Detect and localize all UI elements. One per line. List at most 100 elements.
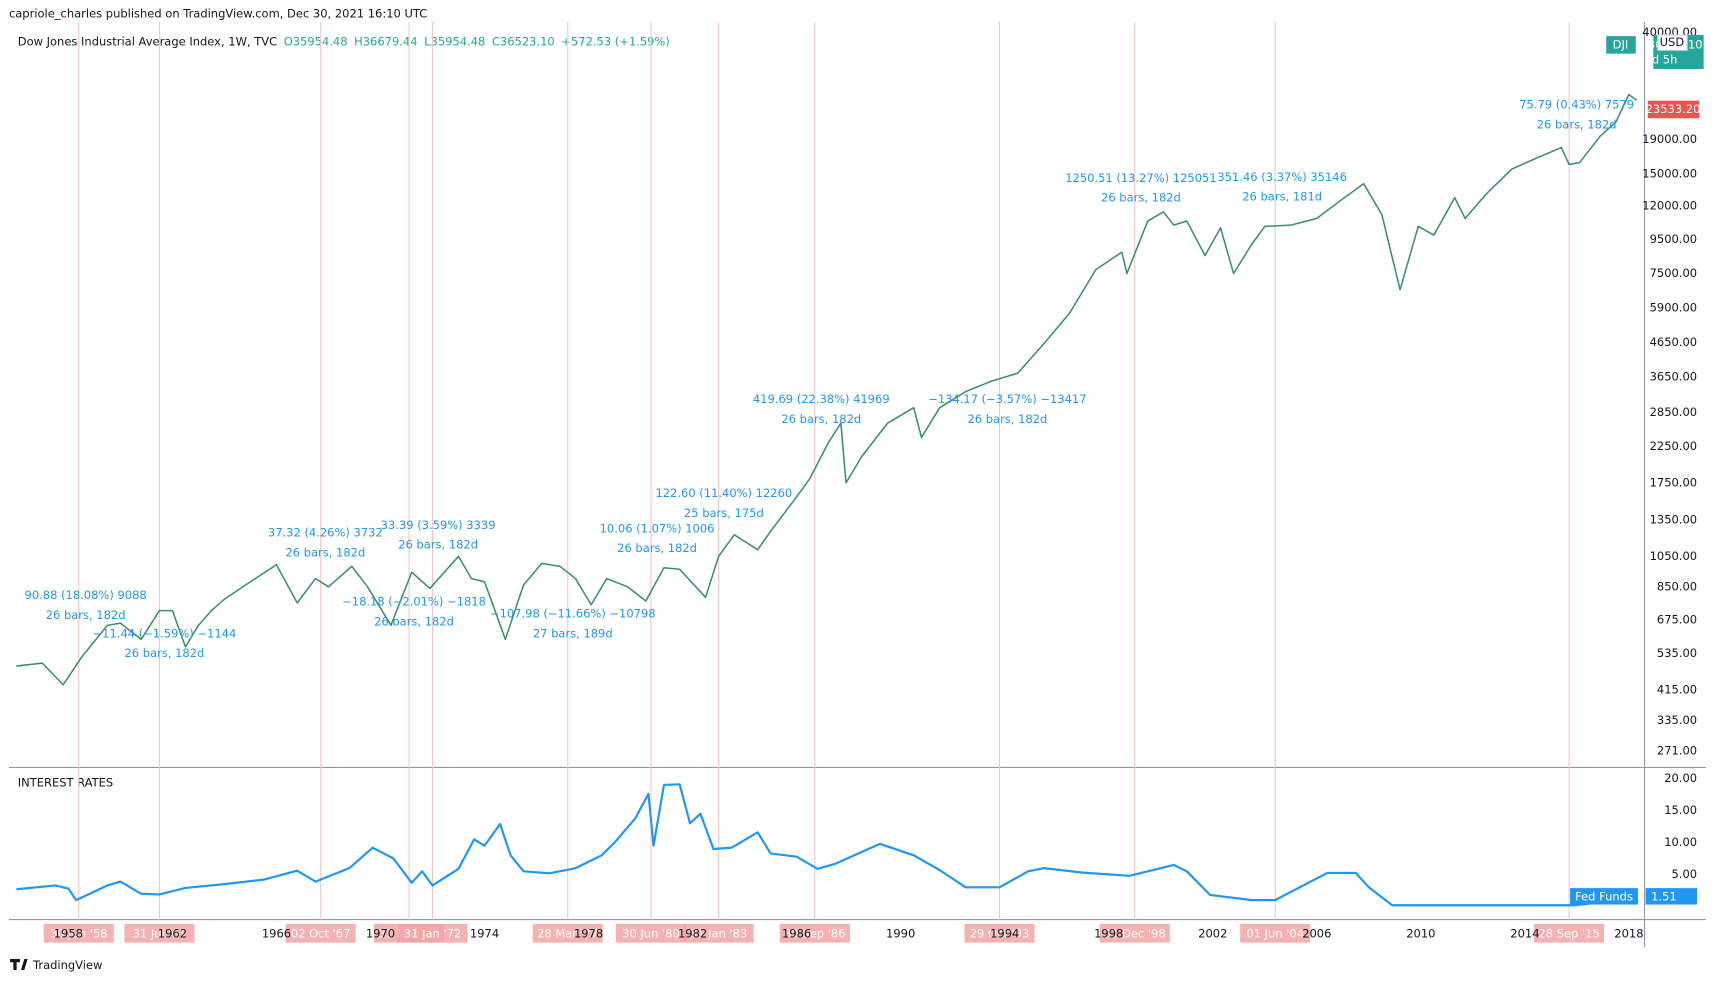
annotation-text: 122.60 (11.40%) 12260 (655, 486, 792, 500)
annotation-detail: 26 bars, 182d (1537, 117, 1617, 131)
y-tick-label: 15.00 (1664, 803, 1697, 817)
x-tick-label: 2018 (1614, 926, 1643, 940)
countdown: 1d 5h (1645, 53, 1678, 67)
annotation-text: 90.88 (18.08%) 9088 (25, 588, 147, 602)
legend-open: O35954.48 (284, 34, 348, 48)
y-tick-label: 10.00 (1664, 835, 1697, 849)
y-tick-label: 1050.00 (1650, 549, 1698, 563)
x-tick-label: 1978 (574, 926, 603, 940)
marker-label: 31 Jan '72 (404, 926, 461, 940)
x-tick-label: 1962 (158, 926, 187, 940)
annotation-detail: 25 bars, 175d (684, 506, 764, 520)
marker-label: 31 Dec '98 (1104, 926, 1166, 940)
marker-label: 30 Jun '58 (50, 926, 108, 940)
y-tick-label: 415.00 (1657, 682, 1697, 696)
series-name-bg (1570, 888, 1638, 905)
x-tick-label: 1986 (782, 926, 811, 940)
x-tick-label: 1998 (1094, 926, 1123, 940)
annotation-text: 10.06 (1.07%) 1006 (600, 521, 715, 535)
y-tick-label: 850.00 (1657, 579, 1697, 593)
y-tick-label: 1350.00 (1650, 513, 1698, 527)
x-tick-label: 1958 (54, 926, 83, 940)
marker-label-bg (779, 923, 850, 943)
annotation-text: −107.98 (−11.66%) −10798 (490, 607, 656, 621)
y-tick-label: 535.00 (1657, 646, 1697, 660)
marker-label-bg (1240, 923, 1311, 943)
annotation-text: 419.69 (22.38%) 41969 (753, 392, 890, 406)
x-tick-label: 1982 (678, 926, 707, 940)
y-tick-label: 1750.00 (1650, 475, 1698, 489)
tv-logo (10, 959, 28, 970)
x-tick-label: 2010 (1406, 926, 1435, 940)
y-tick-label: 3650.00 (1650, 370, 1698, 384)
annotation-detail: 26 bars, 182d (1101, 191, 1181, 205)
y-tick-label: 7500.00 (1650, 266, 1698, 280)
y-tick-label: 2250.00 (1650, 439, 1698, 453)
marker-label: 29 Oct '93 (970, 926, 1030, 940)
annotation-detail: 26 bars, 182d (781, 412, 861, 426)
annotation-text: 37.32 (4.26%) 3732 (268, 526, 383, 540)
x-tick-label: 1990 (886, 926, 915, 940)
y-tick-label: 9500.00 (1650, 232, 1698, 246)
footer-brand: TradingView (32, 958, 102, 972)
annotation-text: 33.39 (3.59%) 3339 (381, 518, 496, 532)
y-tick-label: 2850.00 (1650, 405, 1698, 419)
marker-label-bg (532, 923, 603, 943)
annotation-detail: 26 bars, 182d (285, 545, 365, 559)
marker-label-bg (1534, 923, 1605, 943)
marker-label: 30 Sep '86 (784, 926, 845, 940)
marker-price-bg (1647, 100, 1700, 119)
x-tick-label: 2014 (1510, 926, 1539, 940)
marker-label: 30 Jun '80 (622, 926, 680, 940)
rate-line (16, 783, 1637, 907)
y-tick-label: 15000.00 (1642, 166, 1697, 180)
y-tick-label: 675.00 (1657, 612, 1697, 626)
annotation-text: 75.79 (0.43%) 7579 (1519, 98, 1634, 112)
x-tick-label: 2002 (1198, 926, 1227, 940)
x-tick-label: 1994 (990, 926, 1019, 940)
legend-name: Dow Jones Industrial Average Index, 1W, … (18, 34, 277, 48)
legend-change: +572.53 (+1.59%) (561, 34, 670, 48)
marker-label: 02 Oct '67 (291, 926, 351, 940)
annotation-text: 1250.51 (13.27%) 125051 (1065, 171, 1216, 185)
x-tick-label: 1970 (366, 926, 395, 940)
marker-label-bg (964, 923, 1035, 943)
marker-label-bg (615, 923, 687, 943)
legend-low: L35954.48 (424, 34, 485, 48)
marker-label-bg (683, 923, 754, 943)
marker-label: 01 Jun '04 (1246, 926, 1304, 940)
marker-label-bg (1099, 923, 1170, 943)
y-tick-label: 4650.00 (1650, 335, 1698, 349)
annotation-detail: 26 bars, 182d (398, 538, 478, 552)
annotation-detail: 26 bars, 182d (374, 614, 454, 628)
annotation-text: −18.18 (−2.01%) −1818 (342, 595, 486, 609)
x-tick-label: 1974 (470, 926, 499, 940)
currency: USD (1660, 35, 1685, 49)
y-tick-label: 335.00 (1657, 713, 1697, 727)
annotation-text: −134.17 (−3.57%) −13417 (928, 392, 1086, 406)
annotation-text: −11.44 (−1.59%) −1144 (93, 626, 237, 640)
annotation-detail: 26 bars, 182d (967, 412, 1047, 426)
x-tick-label: 1966 (262, 926, 291, 940)
y-tick-label: 5.00 (1672, 867, 1698, 881)
y-tick-label: 20.00 (1664, 771, 1697, 785)
legend-close: C36523.10 (492, 34, 555, 48)
annotation-detail: 27 bars, 189d (533, 626, 613, 640)
series-last: 1.51 (1651, 889, 1677, 903)
legend: Dow Jones Industrial Average Index, 1W, … (18, 34, 670, 48)
series-last-bg (1645, 888, 1698, 905)
marker-label-bg (397, 923, 468, 943)
marker-price: 23533.20 (1646, 102, 1701, 116)
marker-label-bg (124, 923, 195, 943)
publish-info: capriole_charles published on TradingVie… (9, 7, 427, 21)
symbol-bg (1606, 36, 1636, 54)
marker-label: 28 Sep '15 (1538, 926, 1599, 940)
y-tick-label: 5900.00 (1650, 301, 1698, 315)
marker-label-bg (43, 923, 114, 943)
marker-label-bg (285, 923, 356, 943)
y-tick-label: 271.00 (1657, 744, 1697, 758)
legend-high: H36679.44 (354, 34, 417, 48)
